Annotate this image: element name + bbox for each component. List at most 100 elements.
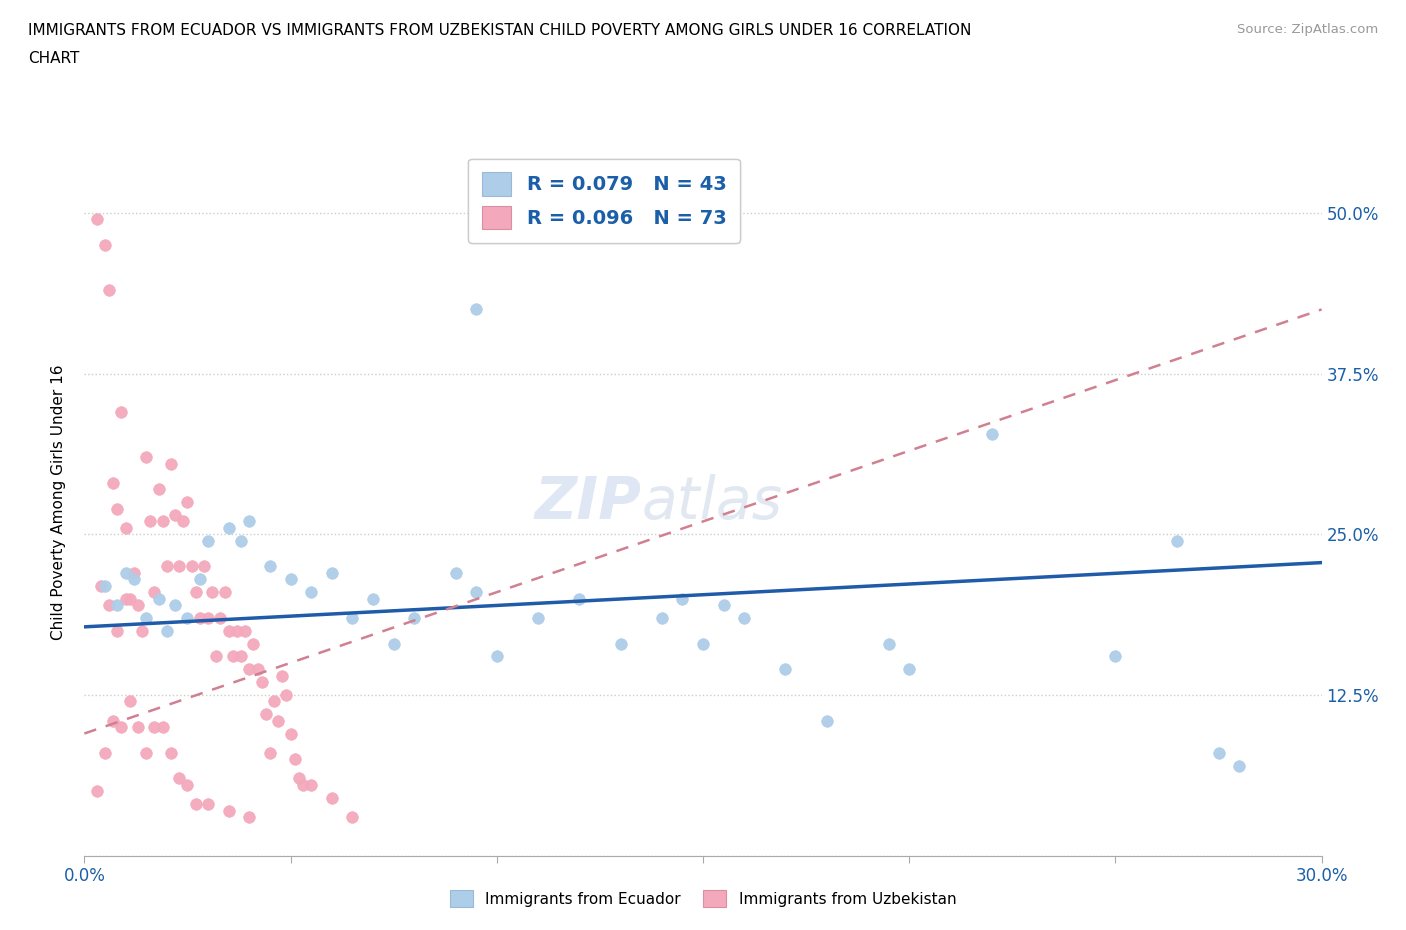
Point xyxy=(465,585,488,600)
Point xyxy=(284,751,307,766)
Point xyxy=(165,508,187,523)
Point xyxy=(105,598,128,613)
Point xyxy=(291,777,314,792)
Point xyxy=(135,610,157,625)
Point xyxy=(218,521,240,536)
Text: CHART: CHART xyxy=(28,51,80,66)
Point xyxy=(114,591,136,606)
Point xyxy=(156,623,179,638)
Point xyxy=(242,636,264,651)
Point xyxy=(733,610,755,625)
Point xyxy=(1166,533,1188,548)
Point xyxy=(188,572,211,587)
Point xyxy=(139,514,162,529)
Point xyxy=(94,578,117,593)
Point xyxy=(226,623,249,638)
Point xyxy=(160,457,183,472)
Point xyxy=(259,745,281,760)
Point xyxy=(105,623,128,638)
Point xyxy=(246,662,269,677)
Point xyxy=(209,610,232,625)
Point xyxy=(222,649,245,664)
Point xyxy=(263,694,285,709)
Point xyxy=(90,578,112,593)
Point xyxy=(193,559,215,574)
Y-axis label: Child Poverty Among Girls Under 16: Child Poverty Among Girls Under 16 xyxy=(51,365,66,640)
Point xyxy=(152,514,174,529)
Point xyxy=(485,649,508,664)
Point xyxy=(671,591,693,606)
Point xyxy=(1227,758,1250,773)
Point xyxy=(280,572,302,587)
Point xyxy=(110,405,132,419)
Point xyxy=(167,559,190,574)
Point xyxy=(288,771,311,786)
Point xyxy=(127,598,149,613)
Point xyxy=(259,559,281,574)
Point xyxy=(214,585,236,600)
Point xyxy=(254,707,277,722)
Point xyxy=(143,585,166,600)
Point xyxy=(86,212,108,227)
Text: IMMIGRANTS FROM ECUADOR VS IMMIGRANTS FROM UZBEKISTAN CHILD POVERTY AMONG GIRLS : IMMIGRANTS FROM ECUADOR VS IMMIGRANTS FR… xyxy=(28,23,972,38)
Point xyxy=(180,559,202,574)
Point xyxy=(1208,745,1230,760)
Point xyxy=(148,482,170,497)
Point xyxy=(238,662,260,677)
Point xyxy=(167,771,190,786)
Point xyxy=(609,636,631,651)
Point xyxy=(321,790,343,805)
Point xyxy=(775,662,797,677)
Point xyxy=(122,565,145,580)
Point xyxy=(156,559,179,574)
Point xyxy=(527,610,550,625)
Point xyxy=(98,283,121,298)
Point xyxy=(172,514,194,529)
Point xyxy=(1104,649,1126,664)
Point xyxy=(118,591,141,606)
Point xyxy=(135,450,157,465)
Text: ZIP: ZIP xyxy=(534,473,641,531)
Point xyxy=(184,585,207,600)
Point xyxy=(321,565,343,580)
Point xyxy=(280,726,302,741)
Point xyxy=(131,623,153,638)
Point xyxy=(127,720,149,735)
Point xyxy=(201,585,224,600)
Point xyxy=(692,636,714,651)
Point xyxy=(465,302,488,317)
Point xyxy=(176,495,198,510)
Point xyxy=(114,521,136,536)
Point xyxy=(86,784,108,799)
Point xyxy=(94,745,117,760)
Point xyxy=(651,610,673,625)
Point xyxy=(299,777,322,792)
Point xyxy=(105,501,128,516)
Point xyxy=(114,565,136,580)
Point xyxy=(188,610,211,625)
Point xyxy=(152,720,174,735)
Point xyxy=(815,713,838,728)
Point xyxy=(713,598,735,613)
Point xyxy=(233,623,256,638)
Point xyxy=(103,713,125,728)
Point xyxy=(404,610,426,625)
Point xyxy=(238,810,260,825)
Point xyxy=(229,533,252,548)
Point xyxy=(898,662,921,677)
Point xyxy=(135,745,157,760)
Point xyxy=(143,720,166,735)
Point xyxy=(342,610,364,625)
Point xyxy=(118,694,141,709)
Point xyxy=(238,514,260,529)
Point xyxy=(197,797,219,812)
Point xyxy=(197,533,219,548)
Point xyxy=(276,687,298,702)
Point xyxy=(267,713,290,728)
Legend: Immigrants from Ecuador, Immigrants from Uzbekistan: Immigrants from Ecuador, Immigrants from… xyxy=(444,884,962,913)
Point xyxy=(110,720,132,735)
Point xyxy=(176,610,198,625)
Point xyxy=(103,475,125,490)
Point xyxy=(160,745,183,760)
Point xyxy=(94,238,117,253)
